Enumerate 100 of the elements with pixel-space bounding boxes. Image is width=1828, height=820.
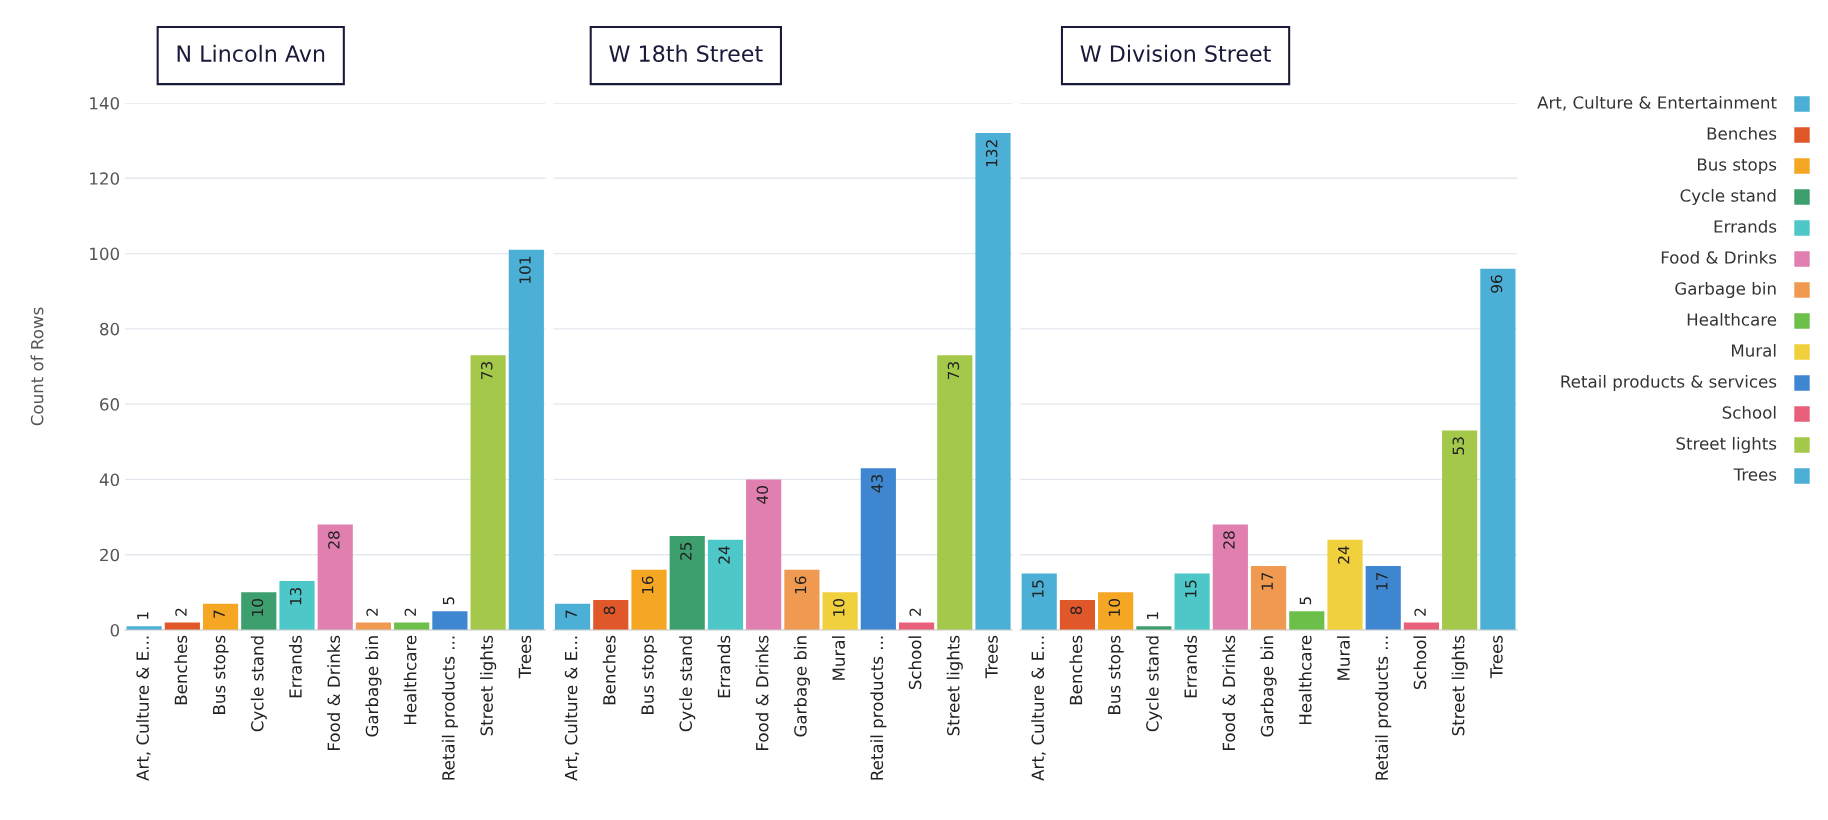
data-label: 73 (480, 362, 493, 380)
data-label: 5 (442, 597, 455, 605)
data-label: 17 (1261, 572, 1273, 590)
x-tick-label: Cycle stand (250, 636, 267, 732)
chart-title: N Lincoln Avn (177, 44, 325, 63)
bar (554, 603, 591, 630)
x-tick-label: Street lights (480, 635, 497, 736)
bar (508, 249, 544, 630)
x-tick-label: School (908, 636, 922, 690)
y-tick-label: 40 (99, 473, 120, 486)
category-label: Garbage bin (1675, 281, 1776, 299)
bar (822, 592, 858, 630)
category-label: School (1722, 405, 1776, 419)
x-tick-label: Retail products ... (870, 636, 887, 780)
data-label: 96 (1490, 275, 1503, 293)
x-tick-label: Benches (1069, 635, 1083, 705)
data-label: 8 (603, 606, 616, 615)
y-tick-label: 0 (110, 623, 120, 637)
bar (1442, 430, 1478, 630)
y-tick-label: 20 (100, 548, 120, 562)
x-tick-label: Errands (717, 635, 731, 698)
x-tick-label: Bus stops (1108, 635, 1124, 714)
bar (898, 622, 935, 630)
category-label: Errands (1714, 219, 1777, 233)
bar (432, 611, 468, 630)
data-label: 43 (871, 475, 883, 493)
x-tick-label: Trees (518, 635, 532, 679)
data-label: 101 (519, 256, 531, 283)
x-tick-label: Art, Culture & E... (136, 636, 151, 781)
bar (355, 622, 392, 630)
x-tick-label: Cycle stand (1145, 636, 1162, 732)
bar (1365, 566, 1401, 630)
data-label: 73 (947, 362, 960, 380)
data-label: 17 (1376, 572, 1388, 590)
bar (470, 355, 506, 630)
x-tick-label: Food & Drinks (327, 635, 341, 750)
data-label: 2 (404, 608, 416, 616)
x-tick-label: Mural (1336, 636, 1350, 680)
data-label: 13 (289, 587, 302, 605)
x-tick-label: Cycle stand (679, 636, 696, 732)
bar (1289, 611, 1325, 630)
x-tick-label: Art, Culture & E... (564, 636, 580, 781)
x-tick-label: Bus stops (641, 635, 658, 714)
bar (1327, 539, 1363, 630)
x-tick-label: School (1413, 636, 1427, 690)
bar (707, 539, 744, 630)
data-label: 1 (1146, 612, 1159, 619)
x-tick-label: Errands (288, 635, 302, 698)
data-label: 2 (1414, 608, 1426, 616)
y-tick-label: 80 (100, 322, 120, 336)
x-tick-label: Art, Culture & E... (1031, 636, 1046, 781)
category-label: Trees (1733, 468, 1777, 481)
x-tick-label: Street lights (946, 635, 963, 736)
bar (1403, 622, 1440, 630)
data-label: 7 (565, 610, 577, 618)
x-tick-label: Benches (174, 635, 188, 705)
x-tick-label: Retail products ... (441, 636, 458, 780)
data-label: 53 (1452, 437, 1465, 455)
data-label: 40 (756, 486, 769, 504)
bar (279, 581, 315, 630)
data-label: 10 (251, 599, 264, 616)
x-tick-label: Garbage bin (365, 636, 382, 737)
y-tick-label: 100 (90, 247, 120, 261)
bar (937, 355, 973, 630)
x-tick-label: Healthcare (1298, 635, 1312, 725)
category-label: Street lights (1676, 436, 1777, 454)
category-label: Bus stops (1697, 158, 1777, 175)
x-tick-label: Trees (985, 635, 998, 679)
bar (317, 524, 353, 630)
category-label: Cycle stand (1680, 188, 1776, 206)
x-tick-label: Garbage bin (793, 636, 810, 737)
x-tick-label: Bus stops (213, 635, 229, 714)
x-tick-label: Trees (1490, 635, 1503, 679)
category-label: Art, Culture & Entertainment (1537, 95, 1777, 111)
category-label: Benches (1707, 126, 1777, 140)
data-label: 1 (137, 612, 149, 619)
data-label: 10 (832, 599, 845, 616)
data-label: 16 (794, 576, 807, 594)
bar (860, 468, 896, 630)
data-label: 10 (1108, 599, 1121, 616)
x-tick-label: Retail products ... (1375, 636, 1392, 780)
data-label: 16 (641, 576, 654, 594)
data-label: 132 (985, 140, 998, 167)
bar (975, 133, 1011, 630)
x-tick-label: Food & Drinks (755, 635, 769, 750)
category-label: Healthcare (1687, 312, 1777, 326)
data-label: 8 (1070, 606, 1082, 615)
x-tick-label: Mural (832, 636, 845, 680)
x-tick-label: Benches (602, 635, 616, 705)
bar (1021, 573, 1057, 630)
x-tick-label: Food & Drinks (1222, 635, 1236, 750)
bar (1250, 566, 1287, 630)
y-tick-label: 120 (90, 172, 120, 185)
chart-title: W Division Street (1080, 44, 1271, 63)
bar (593, 599, 629, 630)
data-label: 2 (366, 608, 378, 616)
x-tick-label: Garbage bin (1260, 636, 1277, 737)
data-label: 15 (1032, 580, 1044, 597)
bar (241, 592, 277, 630)
data-label: 5 (1299, 597, 1312, 605)
